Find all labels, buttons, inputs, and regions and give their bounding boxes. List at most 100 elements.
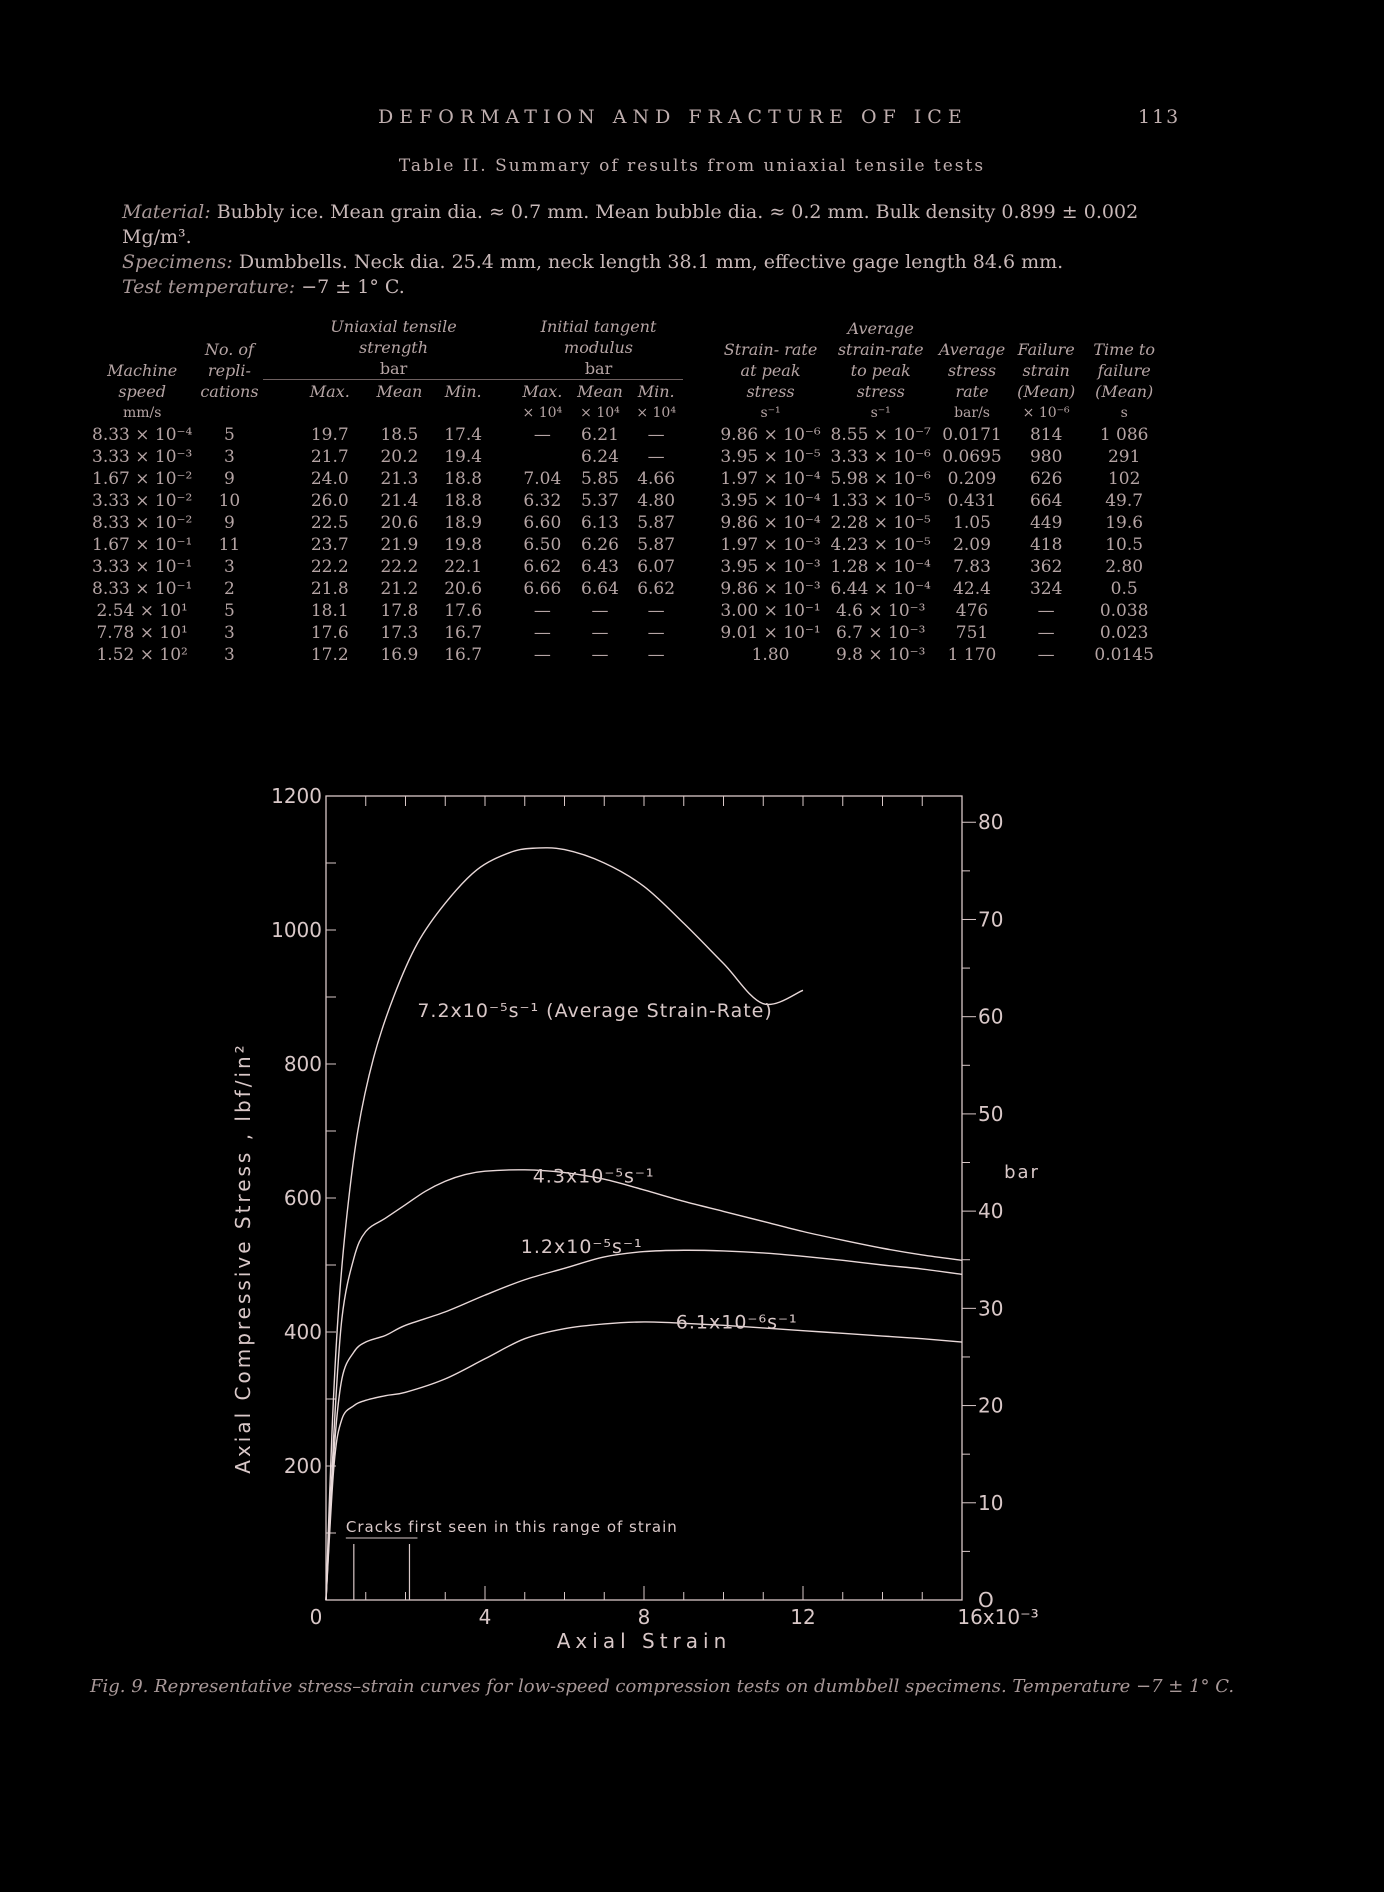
table-cell: 42.4 bbox=[953, 579, 991, 599]
y2-tick-label: 70 bbox=[978, 907, 1003, 931]
table-cell: 21.3 bbox=[380, 469, 419, 489]
table-cell: 9.86 × 10⁻⁴ bbox=[720, 513, 821, 533]
table-cell: 3.33 × 10⁻¹ bbox=[92, 557, 193, 577]
y-tick-label: 400 bbox=[284, 1320, 322, 1344]
table-cell: 21.8 bbox=[310, 579, 349, 599]
table-cell: 18.1 bbox=[310, 601, 349, 621]
table-cell: 10.5 bbox=[1105, 535, 1144, 555]
table-caption: Table II. Summary of results from uniaxi… bbox=[398, 156, 986, 176]
table-cell: 22.2 bbox=[310, 557, 349, 577]
temp-label: Test temperature: bbox=[122, 276, 296, 298]
table-cell: 9.86 × 10⁻³ bbox=[720, 579, 821, 599]
results-table: Machine speed No. of repli- cations Unia… bbox=[88, 316, 1165, 666]
table-cell: — bbox=[1037, 645, 1055, 665]
table-cell: 21.7 bbox=[310, 447, 349, 467]
table-cell: 1.67 × 10⁻¹ bbox=[92, 535, 193, 555]
table-cell: — bbox=[1037, 601, 1055, 621]
table-cell: 3.33 × 10⁻³ bbox=[92, 447, 193, 467]
table-cell: 4.6 × 10⁻³ bbox=[835, 601, 926, 621]
table-cell: 20.2 bbox=[380, 447, 419, 467]
table-cell: 5.85 bbox=[581, 469, 619, 489]
table-cell: 17.2 bbox=[310, 645, 349, 665]
table-cell: 17.8 bbox=[380, 601, 419, 621]
table-cell: 1.97 × 10⁻³ bbox=[720, 535, 821, 555]
table-cell: 3.95 × 10⁻³ bbox=[720, 557, 821, 577]
itm-min: Min. bbox=[637, 382, 675, 401]
table-cell: 664 bbox=[1029, 491, 1063, 511]
y2-tick-label: 60 bbox=[978, 1005, 1003, 1029]
y2-tick-label: 50 bbox=[978, 1102, 1003, 1126]
y-tick-label: 1000 bbox=[271, 918, 322, 942]
table-cell: 1.97 × 10⁻⁴ bbox=[720, 469, 821, 489]
table-cell: 2.54 × 10¹ bbox=[96, 601, 188, 621]
table-cell: 22.1 bbox=[444, 557, 483, 577]
running-title: DEFORMATION AND FRACTURE OF ICE bbox=[378, 106, 968, 128]
uts-title: Uniaxial tensile strength bbox=[330, 317, 457, 357]
table-cell: 19.7 bbox=[310, 425, 349, 445]
uts-unit: bar bbox=[379, 359, 408, 378]
table-cell: 19.4 bbox=[444, 447, 483, 467]
y2-tick-label: 80 bbox=[978, 810, 1003, 834]
x-axis-label: Axial Strain bbox=[557, 1629, 732, 1650]
table-cell: 9 bbox=[224, 469, 235, 489]
table-cell: 626 bbox=[1029, 469, 1063, 489]
table-cell: 3 bbox=[224, 645, 235, 665]
table-cell: 102 bbox=[1107, 469, 1141, 489]
col-itm: Initial tangent modulus bar bbox=[492, 316, 683, 380]
table-cell: 3 bbox=[224, 447, 235, 467]
table-cell: 1 086 bbox=[1099, 425, 1149, 445]
table-row: 8.33 × 10⁻⁴ 5 19.7 18.5 17.4 — 6.21 — 9.86 × 10⁻… bbox=[88, 424, 1165, 446]
table-cell: — bbox=[647, 623, 665, 643]
series-label-3: 1.2x10⁻⁵s⁻¹ bbox=[521, 1236, 643, 1258]
table-cell: 6.44 × 10⁻⁴ bbox=[830, 579, 931, 599]
table-cell: 0.5 bbox=[1110, 579, 1138, 599]
table-cell: 21.9 bbox=[380, 535, 419, 555]
table-cell: 1.33 × 10⁻⁵ bbox=[830, 491, 931, 511]
col-avg-stress-rate: Average stress rate bbox=[938, 340, 1006, 401]
unit-avg-strain-rate: s⁻¹ bbox=[870, 405, 891, 421]
y-tick-label: 800 bbox=[284, 1052, 322, 1076]
table-cell: — bbox=[591, 623, 609, 643]
table-cell: 24.0 bbox=[310, 469, 349, 489]
table-cell: 0.023 bbox=[1099, 623, 1149, 643]
table-cell: — bbox=[647, 425, 665, 445]
table-cell: 5.87 bbox=[637, 535, 676, 555]
page-number: 113 bbox=[1138, 106, 1181, 128]
col-uts: Uniaxial tensile strength bar bbox=[262, 316, 493, 380]
table-cell: — bbox=[591, 645, 609, 665]
table-cell: 9.86 × 10⁻⁶ bbox=[720, 425, 821, 445]
table-cell: 418 bbox=[1029, 535, 1063, 555]
unit-itm-min: × 10⁴ bbox=[636, 405, 676, 421]
table-cell: 16.7 bbox=[444, 623, 483, 643]
table-cell: 8.33 × 10⁻¹ bbox=[92, 579, 193, 599]
table-row: 3.33 × 10⁻¹ 3 22.2 22.2 22.1 6.62 6.43 6.07 3.95… bbox=[88, 556, 1165, 578]
crack-annotation: Cracks first seen in this range of strai… bbox=[346, 1518, 678, 1536]
table-cell: 4.80 bbox=[637, 491, 676, 511]
table-cell: 5.37 bbox=[581, 491, 619, 511]
table-cell: 0.0695 bbox=[942, 447, 1002, 467]
table-cell: 7.78 × 10¹ bbox=[96, 623, 188, 643]
table-cell: 18.5 bbox=[380, 425, 419, 445]
table-cell: 6.50 bbox=[523, 535, 562, 555]
itm-unit: bar bbox=[584, 359, 613, 378]
y2-axis-label: bar bbox=[1004, 1162, 1040, 1183]
table-row: 8.33 × 10⁻¹ 2 21.8 21.2 20.6 6.66 6.64 6.62 9.86… bbox=[88, 578, 1165, 600]
table-cell: 1.05 bbox=[953, 513, 991, 533]
table-cell: 362 bbox=[1029, 557, 1063, 577]
unit-time-to-failure: s bbox=[1120, 405, 1128, 421]
temp-text: −7 ± 1° C. bbox=[301, 276, 405, 298]
table-cell: 7.83 bbox=[953, 557, 991, 577]
x-tick-label: 0 bbox=[310, 1605, 323, 1629]
table-cell: 0.209 bbox=[947, 469, 997, 489]
material-label: Material: bbox=[122, 201, 211, 223]
table-cell: 6.62 bbox=[523, 557, 562, 577]
table-cell: 6.66 bbox=[523, 579, 562, 599]
x-tick-label: 12 bbox=[790, 1605, 815, 1629]
table-cell: 6.24 bbox=[581, 447, 619, 467]
table-cell: 23.7 bbox=[310, 535, 349, 555]
table-cell: 17.6 bbox=[310, 623, 349, 643]
table-cell: 3.95 × 10⁻⁴ bbox=[720, 491, 821, 511]
table-cell: 0.038 bbox=[1099, 601, 1149, 621]
table-cell: 2.09 bbox=[953, 535, 991, 555]
